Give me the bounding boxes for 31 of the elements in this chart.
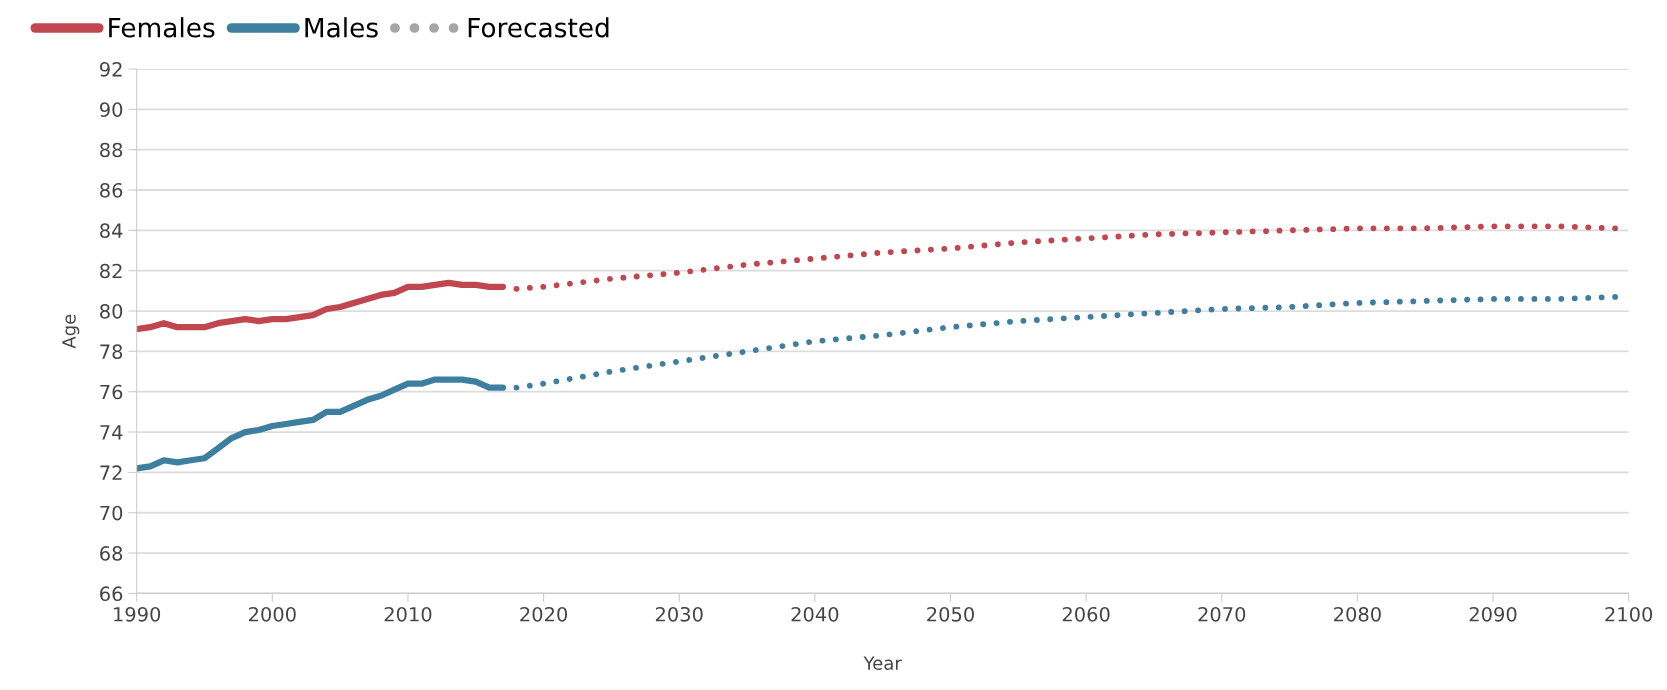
x-tick-label: 2090	[1469, 606, 1517, 622]
y-tick-label: 90	[99, 102, 123, 117]
x-tick-label: 1990	[114, 606, 161, 622]
y-tick-label: 86	[100, 182, 123, 198]
x-tick-label: 2020	[520, 606, 568, 622]
x-tick-label: 2100	[1605, 606, 1653, 622]
x-tick-label: 2070	[1198, 606, 1246, 622]
y-tick-label: 70	[100, 505, 123, 521]
x-tick-label: 2080	[1334, 606, 1381, 622]
y-tick-label: 76	[100, 384, 123, 400]
y-tick-label: 80	[100, 303, 123, 319]
x-tick-label: 2030	[655, 606, 703, 622]
x-tick-label: 2050	[927, 606, 974, 622]
x-tick-label: 2060	[1062, 606, 1110, 622]
y-tick-label: 74	[100, 425, 123, 440]
x-tick-label: 2010	[384, 606, 432, 622]
legend-label: Females	[109, 17, 215, 38]
legend-label: Males	[305, 17, 378, 38]
y-axis-title: Age	[62, 314, 80, 349]
y-tick-label: 68	[100, 546, 123, 561]
y-tick-label: 92	[99, 61, 122, 77]
y-tick-label: 82	[100, 263, 122, 279]
y-tick-label: 84	[100, 223, 123, 239]
x-axis-title: Year	[863, 656, 902, 670]
y-tick-label: 78	[100, 344, 123, 360]
legend-label: Forecasted	[468, 17, 609, 38]
x-tick-label: 2040	[791, 606, 839, 622]
y-tick-label: 72	[100, 465, 122, 480]
x-tick-label: 2000	[249, 606, 296, 622]
y-tick-label: 88	[100, 142, 123, 158]
y-tick-label: 66	[100, 586, 123, 602]
